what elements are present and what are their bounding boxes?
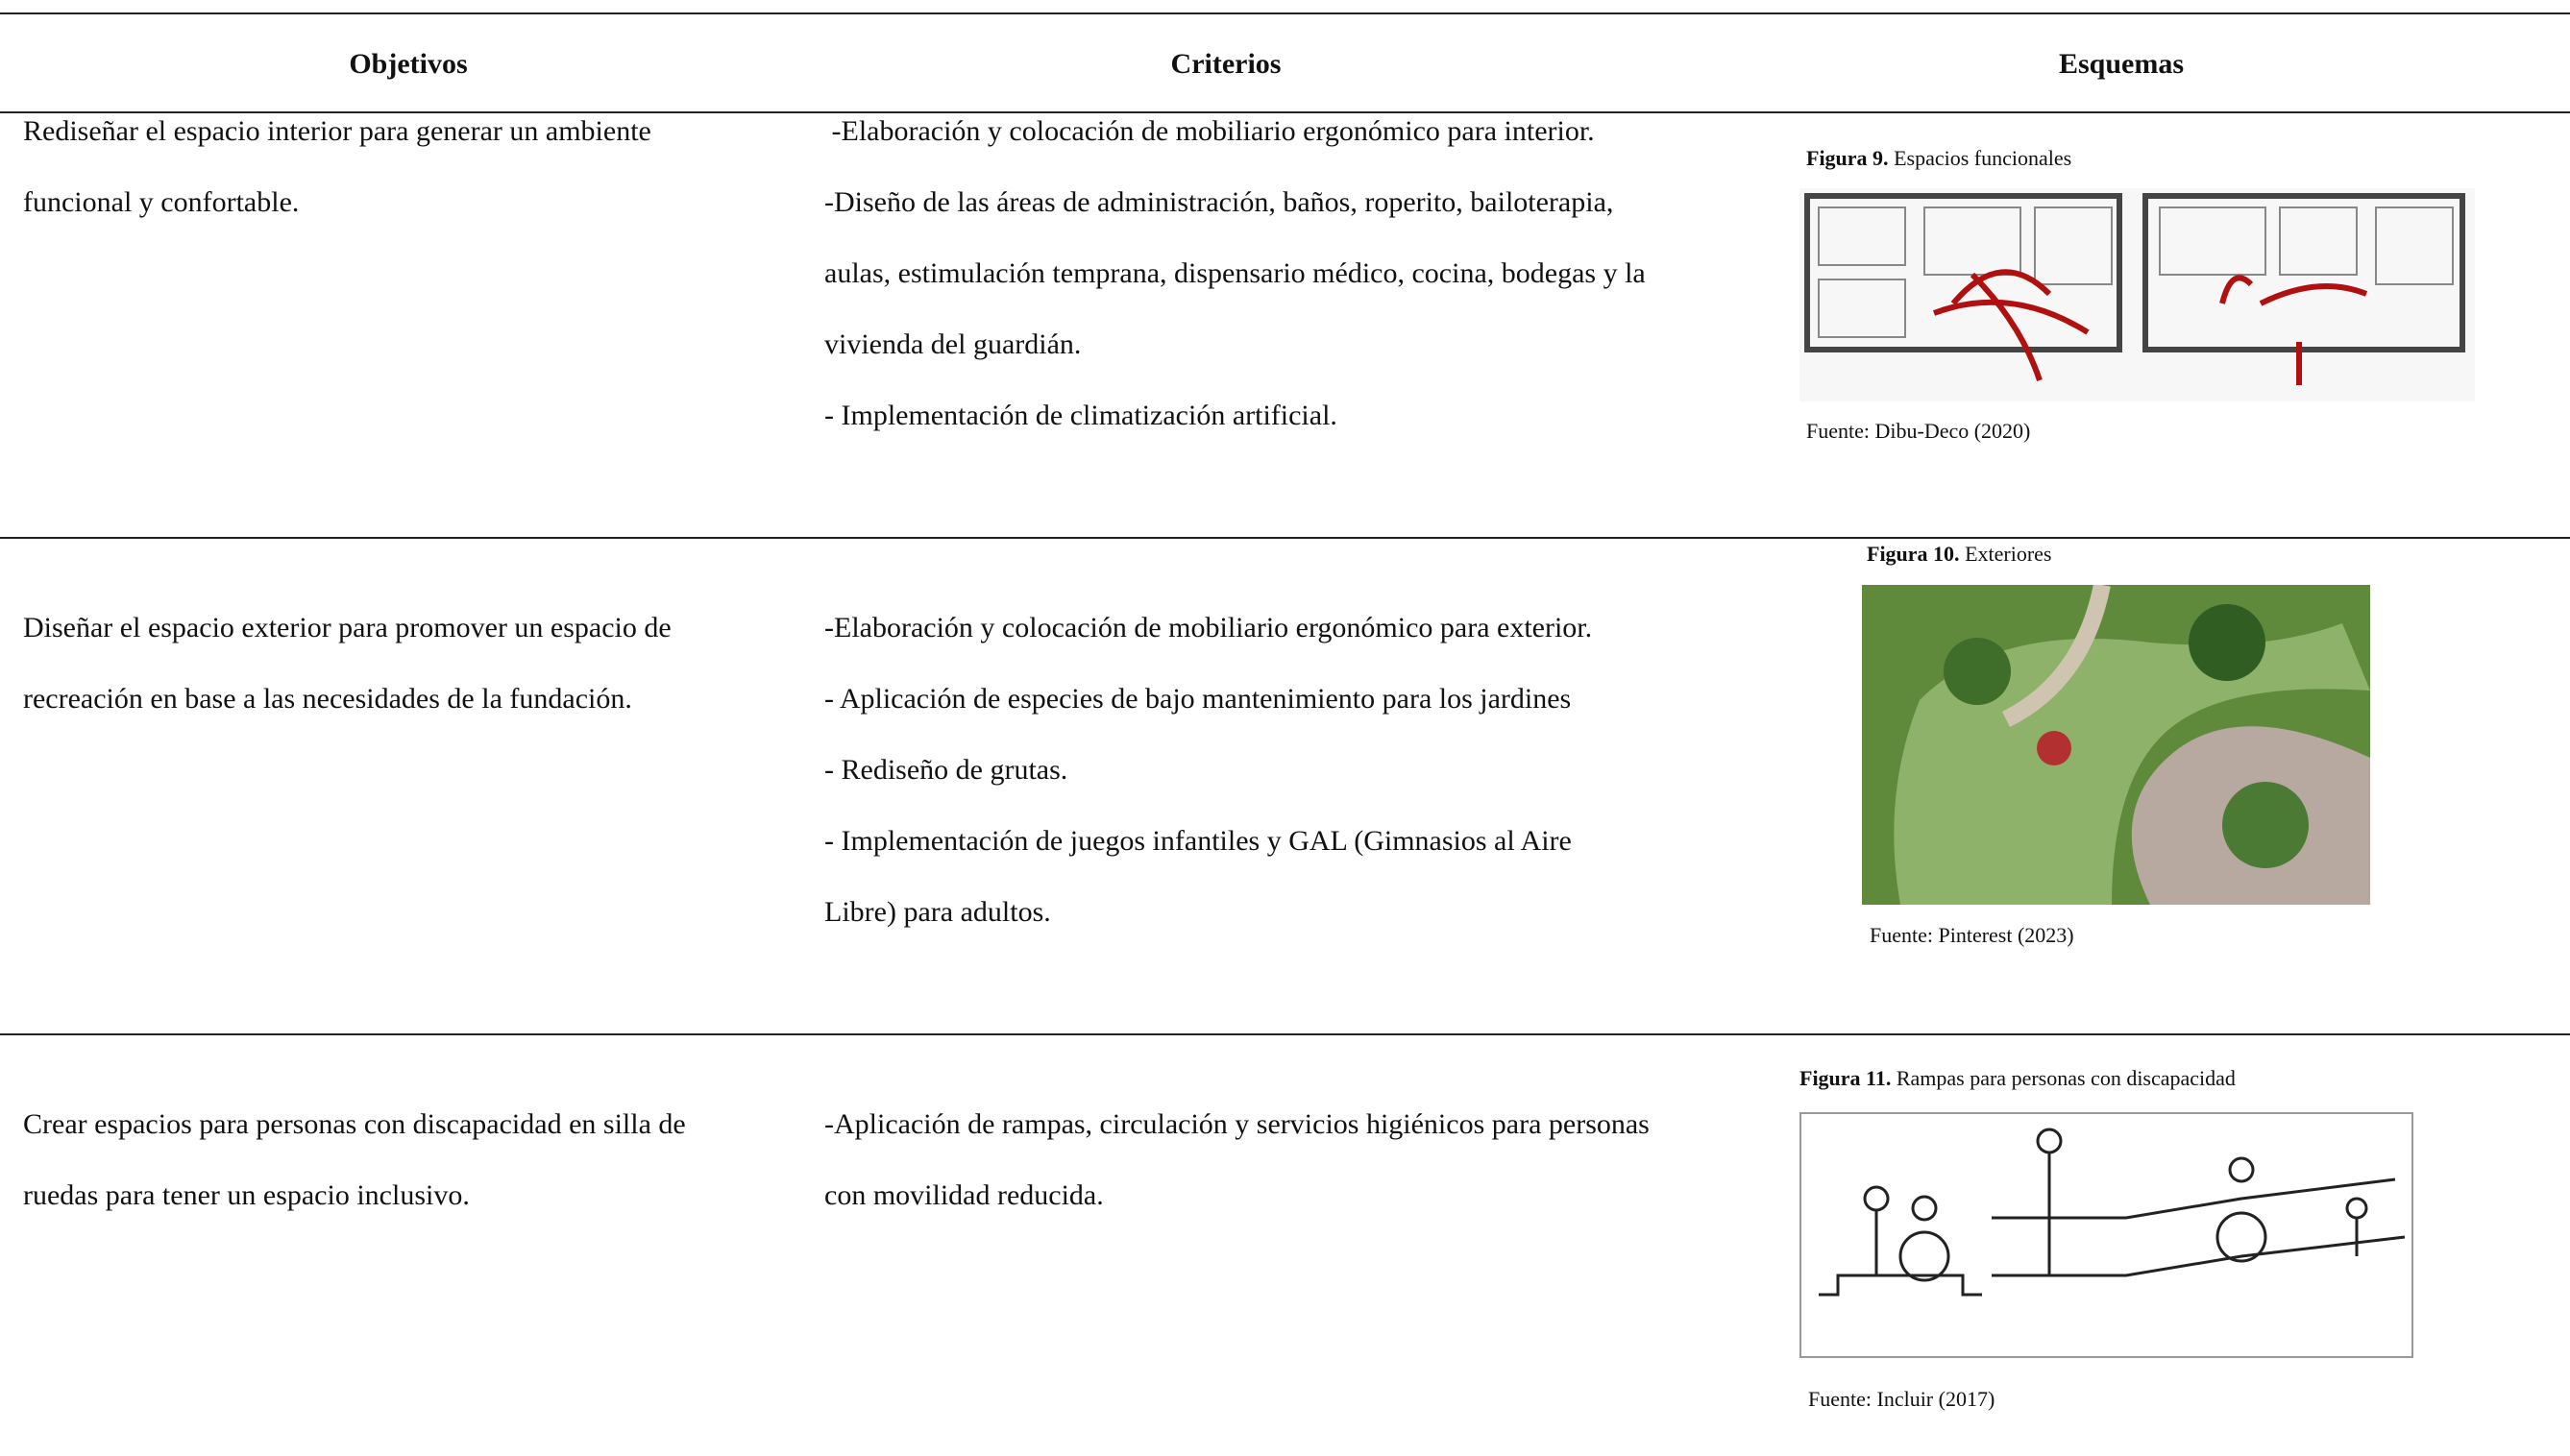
criterion: -Elaboración y colocación de mobiliario … xyxy=(824,612,1593,643)
header: Criterios xyxy=(1170,48,1282,80)
criterion: -Elaboración y colocación de mobiliario … xyxy=(824,115,1595,147)
figure-label: Figura 9. xyxy=(1806,146,1889,170)
header: Esquemas xyxy=(2058,48,2185,80)
figure-source: Fuente: Pinterest (2023) xyxy=(1870,923,2074,947)
rule xyxy=(0,12,2570,14)
objective: Crear espacios para personas con discapa… xyxy=(23,1108,686,1211)
figure-image xyxy=(1799,188,2475,401)
header: Objetivos xyxy=(349,48,468,80)
figure-caption: Figura 9. Espacios funcionales xyxy=(1806,146,2071,171)
figure-title: Rampas para personas con discapacidad xyxy=(1896,1066,2236,1090)
rule xyxy=(0,111,2570,113)
rule xyxy=(0,537,2570,539)
figure-caption: Figura 11. Rampas para personas con disc… xyxy=(1799,1066,2236,1091)
figure-image xyxy=(1862,585,2370,905)
figure-source: Fuente: Dibu-Deco (2020) xyxy=(1806,419,2031,443)
figure-caption: Figura 10. Exteriores xyxy=(1867,542,2051,567)
criterion: - Implementación de juegos infantiles y … xyxy=(824,825,1579,928)
figure-source: Fuente: Incluir (2017) xyxy=(1808,1387,1995,1411)
criteria: -Elaboración y colocación de mobiliario … xyxy=(824,96,1651,451)
figure-label: Figura 11. xyxy=(1799,1066,1892,1090)
objective: Diseñar el espacio exterior para promove… xyxy=(23,612,672,715)
criterion: -Aplicación de rampas, circulación y ser… xyxy=(824,1108,1657,1211)
objective: Rediseñar el espacio interior para gener… xyxy=(23,115,651,218)
figure-label: Figura 10. xyxy=(1867,542,1960,566)
criterion: - Implementación de climatización artifi… xyxy=(824,400,1337,431)
criteria: -Elaboración y colocación de mobiliario … xyxy=(824,593,1651,948)
figure-image xyxy=(1799,1112,2413,1358)
figure-title: Exteriores xyxy=(1965,542,2052,566)
criterion: - Aplicación de especies de bajo manteni… xyxy=(824,683,1572,715)
criteria: -Aplicación de rampas, circulación y ser… xyxy=(824,1089,1651,1231)
criterion: -Diseño de las áreas de administración, … xyxy=(824,186,1653,360)
rule xyxy=(0,1033,2570,1035)
figure-title: Espacios funcionales xyxy=(1894,146,2072,170)
criterion: - Rediseño de grutas. xyxy=(824,754,1068,786)
